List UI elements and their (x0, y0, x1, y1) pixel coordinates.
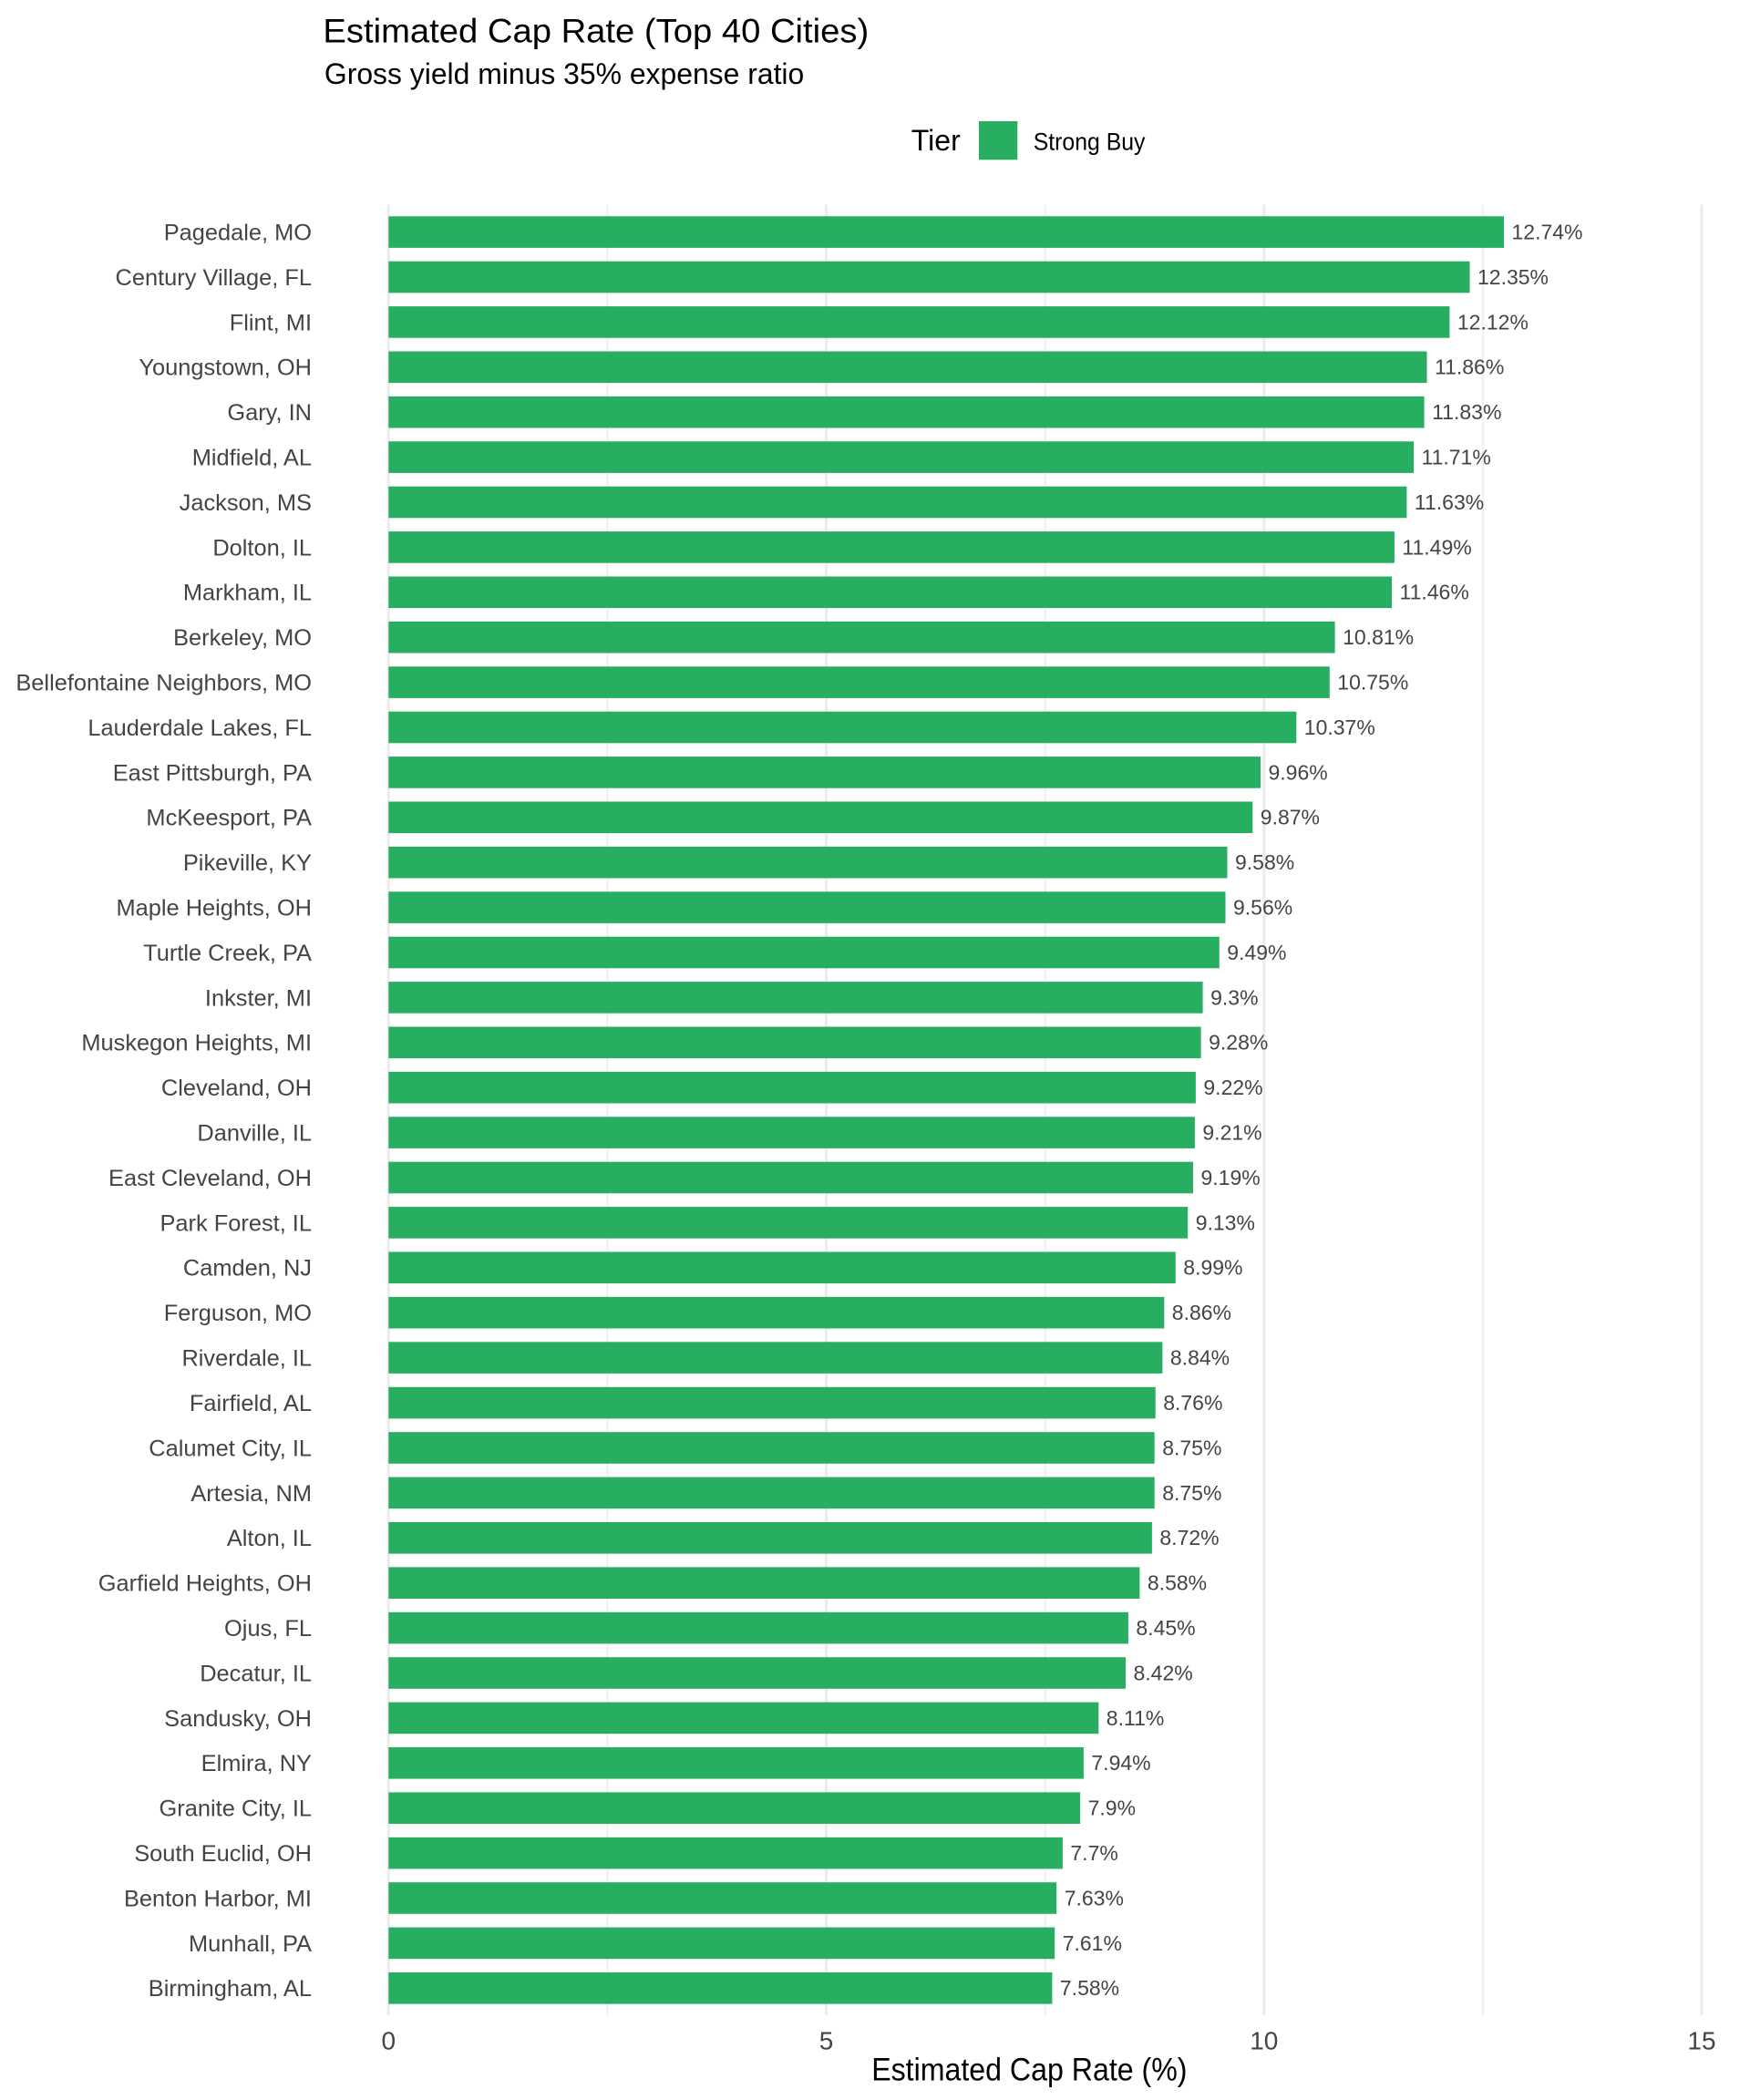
svg-text:10.37%: 10.37% (1304, 715, 1375, 739)
svg-text:Ferguson, MO: Ferguson, MO (164, 1301, 312, 1326)
svg-text:8.42%: 8.42% (1134, 1661, 1193, 1684)
svg-text:Bellefontaine Neighbors, MO: Bellefontaine Neighbors, MO (15, 671, 312, 696)
svg-text:Gary, IN: Gary, IN (227, 400, 312, 426)
svg-text:10.81%: 10.81% (1343, 625, 1414, 649)
svg-text:Granite City, IL: Granite City, IL (160, 1796, 312, 1822)
svg-text:7.58%: 7.58% (1060, 1976, 1119, 2000)
svg-text:Ojus, FL: Ojus, FL (224, 1616, 312, 1642)
svg-text:South Euclid, OH: South Euclid, OH (134, 1841, 312, 1867)
svg-text:8.11%: 8.11% (1107, 1706, 1165, 1730)
svg-text:9.13%: 9.13% (1196, 1210, 1255, 1234)
svg-text:11.46%: 11.46% (1400, 581, 1469, 604)
svg-text:7.94%: 7.94% (1091, 1751, 1150, 1775)
svg-text:9.21%: 9.21% (1202, 1121, 1261, 1145)
svg-text:Pikeville, KY: Pikeville, KY (183, 850, 312, 876)
svg-text:7.9%: 7.9% (1088, 1796, 1136, 1820)
svg-text:5: 5 (819, 2026, 834, 2054)
svg-text:10.75%: 10.75% (1337, 671, 1408, 695)
svg-text:10: 10 (1250, 2026, 1278, 2054)
svg-text:11.49%: 11.49% (1402, 535, 1471, 559)
svg-text:7.61%: 7.61% (1063, 1931, 1122, 1955)
svg-text:0: 0 (382, 2026, 396, 2054)
svg-text:Elmira, NY: Elmira, NY (201, 1751, 312, 1776)
svg-text:Berkeley, MO: Berkeley, MO (173, 625, 312, 651)
svg-text:Pagedale, MO: Pagedale, MO (164, 221, 312, 246)
svg-text:Cleveland, OH: Cleveland, OH (161, 1076, 312, 1101)
svg-text:9.19%: 9.19% (1201, 1166, 1261, 1189)
svg-text:Jackson, MS: Jackson, MS (180, 490, 312, 516)
svg-text:Strong Buy: Strong Buy (1034, 129, 1146, 155)
svg-text:12.74%: 12.74% (1512, 221, 1583, 244)
svg-text:11.63%: 11.63% (1415, 490, 1484, 514)
svg-text:9.58%: 9.58% (1235, 850, 1294, 874)
svg-text:9.56%: 9.56% (1233, 896, 1292, 920)
svg-text:Tier: Tier (911, 124, 961, 157)
svg-text:8.75%: 8.75% (1162, 1436, 1221, 1459)
svg-text:Alton, IL: Alton, IL (227, 1526, 312, 1551)
svg-text:9.87%: 9.87% (1261, 806, 1320, 829)
svg-text:12.35%: 12.35% (1477, 265, 1549, 289)
svg-text:Dolton, IL: Dolton, IL (212, 535, 312, 561)
svg-text:East Cleveland, OH: East Cleveland, OH (108, 1166, 312, 1191)
svg-text:8.86%: 8.86% (1172, 1301, 1231, 1324)
svg-text:11.83%: 11.83% (1432, 400, 1501, 424)
svg-text:Lauderdale Lakes, FL: Lauderdale Lakes, FL (88, 715, 312, 741)
svg-text:9.96%: 9.96% (1269, 760, 1328, 784)
svg-text:8.75%: 8.75% (1162, 1481, 1221, 1505)
svg-text:Decatur, IL: Decatur, IL (200, 1661, 312, 1686)
svg-text:Park Forest, IL: Park Forest, IL (160, 1210, 312, 1236)
svg-text:Estimated Cap Rate (%): Estimated Cap Rate (%) (871, 2053, 1187, 2088)
svg-text:15: 15 (1687, 2026, 1715, 2054)
svg-text:11.71%: 11.71% (1422, 446, 1491, 469)
svg-text:9.22%: 9.22% (1203, 1076, 1262, 1099)
svg-text:Artesia, NM: Artesia, NM (190, 1481, 312, 1507)
svg-text:McKeesport, PA: McKeesport, PA (146, 806, 312, 831)
svg-text:8.84%: 8.84% (1170, 1346, 1230, 1370)
svg-text:East Pittsburgh, PA: East Pittsburgh, PA (113, 760, 312, 786)
svg-text:8.99%: 8.99% (1183, 1256, 1242, 1280)
svg-text:8.72%: 8.72% (1159, 1526, 1219, 1549)
svg-text:Inkster, MI: Inkster, MI (205, 985, 312, 1011)
svg-text:Fairfield, AL: Fairfield, AL (190, 1391, 312, 1416)
svg-text:Riverdale, IL: Riverdale, IL (181, 1346, 312, 1372)
svg-text:9.49%: 9.49% (1227, 941, 1286, 964)
svg-text:8.76%: 8.76% (1163, 1391, 1222, 1415)
svg-text:Danville, IL: Danville, IL (197, 1121, 312, 1147)
svg-text:Muskegon Heights, MI: Muskegon Heights, MI (81, 1031, 312, 1056)
svg-text:9.3%: 9.3% (1210, 985, 1258, 1009)
svg-text:Benton Harbor, MI: Benton Harbor, MI (124, 1886, 312, 1911)
svg-text:8.58%: 8.58% (1148, 1571, 1207, 1595)
svg-text:Calumet City, IL: Calumet City, IL (149, 1436, 312, 1461)
svg-text:Munhall, PA: Munhall, PA (189, 1931, 312, 1957)
svg-text:7.63%: 7.63% (1065, 1886, 1124, 1910)
svg-text:Sandusky, OH: Sandusky, OH (164, 1706, 312, 1732)
svg-text:8.45%: 8.45% (1136, 1616, 1195, 1640)
svg-text:Birmingham, AL: Birmingham, AL (149, 1976, 312, 2002)
svg-text:11.86%: 11.86% (1435, 355, 1504, 379)
svg-text:Estimated Cap Rate (Top 40 Cit: Estimated Cap Rate (Top 40 Cities) (323, 13, 869, 50)
svg-text:Midfield, AL: Midfield, AL (192, 446, 312, 471)
svg-text:Maple Heights, OH: Maple Heights, OH (117, 896, 313, 921)
svg-text:Flint, MI: Flint, MI (230, 310, 312, 335)
svg-text:Garfield Heights, OH: Garfield Heights, OH (98, 1571, 312, 1597)
svg-text:7.7%: 7.7% (1070, 1841, 1117, 1865)
svg-text:9.28%: 9.28% (1209, 1031, 1268, 1055)
svg-text:Youngstown, OH: Youngstown, OH (139, 355, 312, 381)
svg-text:Camden, NJ: Camden, NJ (183, 1256, 312, 1282)
svg-text:Turtle Creek, PA: Turtle Creek, PA (143, 941, 312, 966)
svg-text:Century Village, FL: Century Village, FL (116, 265, 312, 291)
svg-text:Gross yield minus 35% expense: Gross yield minus 35% expense ratio (324, 57, 804, 90)
svg-text:12.12%: 12.12% (1457, 310, 1529, 334)
svg-text:Markham, IL: Markham, IL (183, 581, 312, 606)
